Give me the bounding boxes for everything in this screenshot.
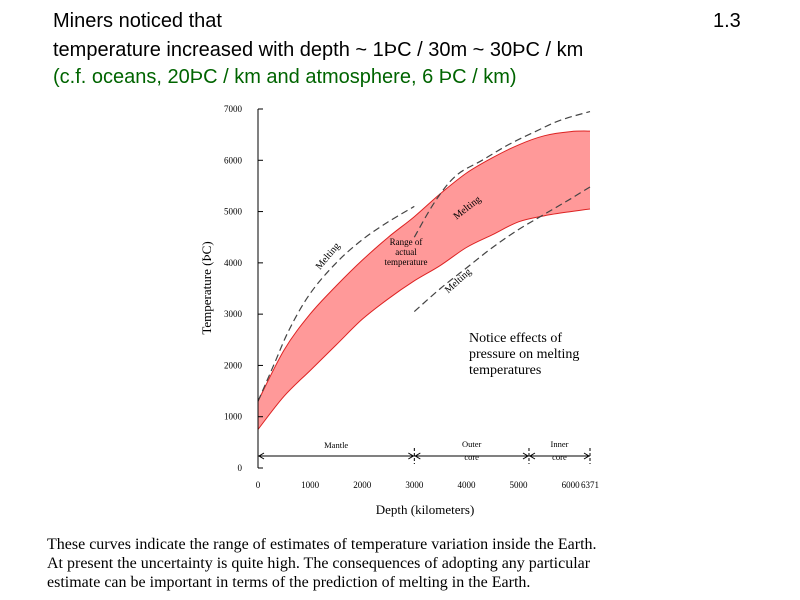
x-tick-label-5000: 5000 [510, 480, 529, 490]
y-axis-title: Temperature (ÞC) [199, 241, 214, 334]
y-tick-label-5000: 5000 [224, 207, 243, 217]
region-label-2-line-2: core [464, 452, 479, 462]
band-label-line-2: actual [395, 247, 417, 257]
caption-line-3: estimate can be important in terms of th… [47, 574, 531, 591]
caption-line-2: At present the uncertainty is quite high… [47, 555, 591, 572]
x-tick-label-2000: 2000 [353, 480, 372, 490]
caption-line-1: These curves indicate the range of estim… [47, 536, 597, 553]
band-label-line-1: Range of [390, 237, 423, 247]
band-lower-edge [257, 208, 591, 430]
region-label-3-line-1: Inner [551, 439, 569, 449]
x-tick-label-1000: 1000 [301, 480, 320, 490]
y-tick-label-3000: 3000 [224, 309, 243, 319]
y-tick-label-2000: 2000 [224, 360, 243, 370]
regions-layer: Mantle Outer core Inner core [257, 439, 591, 464]
melting-curve-3 [413, 186, 591, 313]
y-tick-label-6000: 6000 [224, 155, 243, 165]
pressure-note-line-2: pressure on melting [469, 347, 579, 362]
y-tick-label-1000: 1000 [224, 412, 243, 422]
region-label-3-line-2: core [552, 452, 567, 462]
region-label-2-line-1: Outer [462, 439, 482, 449]
region-arrow-right-1 [408, 452, 415, 460]
x-axis-title: Depth (kilometers) [376, 502, 475, 517]
region-arrow-left-3 [529, 452, 536, 460]
caption: These curves indicate the range of estim… [47, 535, 767, 592]
pressure-note-line-1: Notice effects of [469, 331, 562, 346]
band-layer [257, 130, 591, 430]
region-arrow-left-2 [414, 452, 421, 460]
melting-curve-2 [413, 111, 591, 238]
y-tick-label-0: 0 [238, 463, 243, 473]
region-arrow-right-2 [522, 452, 529, 460]
x-tick-label-3000: 3000 [405, 480, 424, 490]
pressure-note-line-3: temperatures [469, 363, 541, 378]
x-tick-label-0: 0 [256, 480, 261, 490]
region-arrow-right-3 [583, 452, 590, 460]
labels-layer: Depth (kilometers) Temperature (ÞC) Meltin… [199, 194, 579, 517]
slide-subtitle: (c.f. oceans, 20ÞC / km and atmosphere, … [53, 66, 517, 88]
slide-title-line-2: temperature increased with depth ~ 1ÞC /… [53, 39, 584, 61]
slide-title-line-1: Miners noticed that [53, 10, 222, 32]
x-tick-label-6000: 6000 [562, 480, 581, 490]
melting-label-3: Melting [443, 266, 474, 295]
y-tick-label-7000: 7000 [224, 104, 243, 114]
region-arrow-left-1 [258, 452, 265, 460]
x-tick-label-6371: 6371 [581, 480, 599, 490]
slide-number: 1.3 [713, 10, 741, 32]
band-label-line-3: temperature [385, 257, 428, 267]
band-upper-edge [257, 130, 591, 402]
y-tick-label-4000: 4000 [224, 258, 243, 268]
melting-curves-layer [257, 111, 591, 402]
melting-curve-1 [257, 205, 415, 402]
temperature-band [258, 131, 590, 430]
melting-label-1: Melting [314, 241, 343, 272]
axes-layer: 0 1000 2000 3000 4000 5000 6000 7000 0 1000 2000 30… [224, 104, 599, 490]
region-label-1-line-1: Mantle [324, 440, 348, 450]
x-tick-label-4000: 4000 [457, 480, 476, 490]
